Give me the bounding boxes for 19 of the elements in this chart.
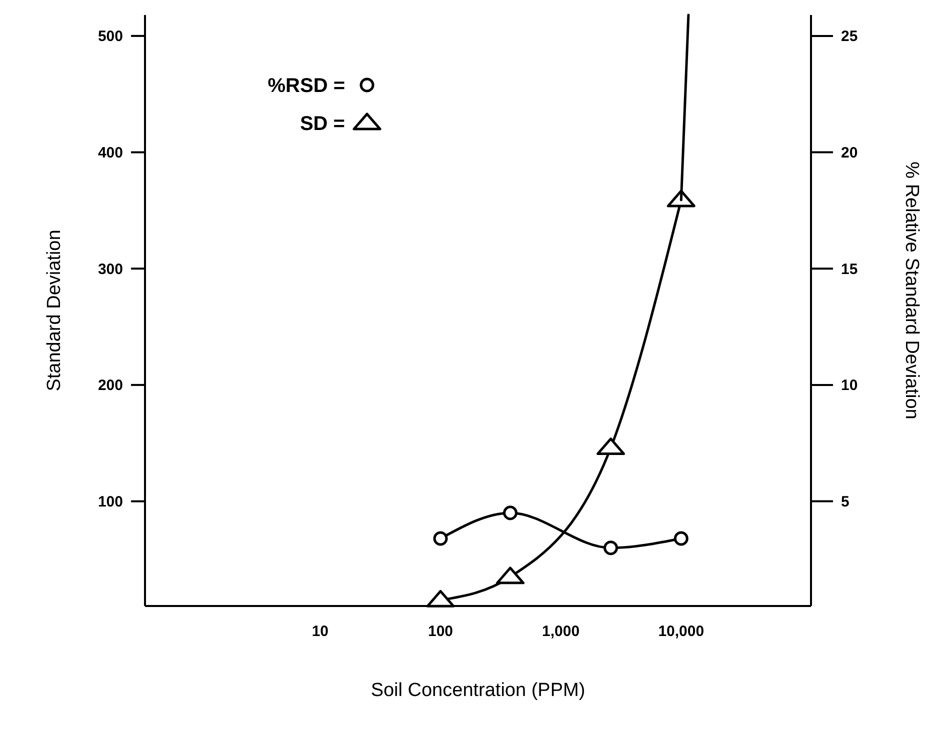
x-tick-label: 10,000 [658, 623, 704, 640]
y2-tick-label: 5 [841, 494, 850, 511]
legend-label: SD = [300, 113, 345, 135]
y2-tick-label: 25 [841, 28, 858, 46]
y-tick-label: 500 [98, 28, 123, 46]
y2-tick-label: 10 [841, 377, 858, 394]
x-tick-label: 1,000 [542, 623, 580, 640]
y-tick-label: 300 [98, 260, 123, 278]
y2-tick-label: 15 [841, 260, 858, 278]
x-tick-label: 100 [428, 623, 454, 640]
y-tick-label: 400 [98, 144, 123, 162]
y-axis-title: Standard Deviation [44, 230, 65, 392]
y-tick-label: 100 [98, 494, 123, 511]
legend-label: %RSD = [268, 75, 345, 97]
y2-tick-label: 20 [841, 144, 858, 162]
x-tick-label: 10 [312, 623, 329, 640]
y-tick-label: 200 [98, 377, 123, 394]
x-axis-title: Soil Concentration (PPM) [370, 680, 586, 701]
y2-axis-title: % Relative Standard Deviation [901, 162, 922, 420]
